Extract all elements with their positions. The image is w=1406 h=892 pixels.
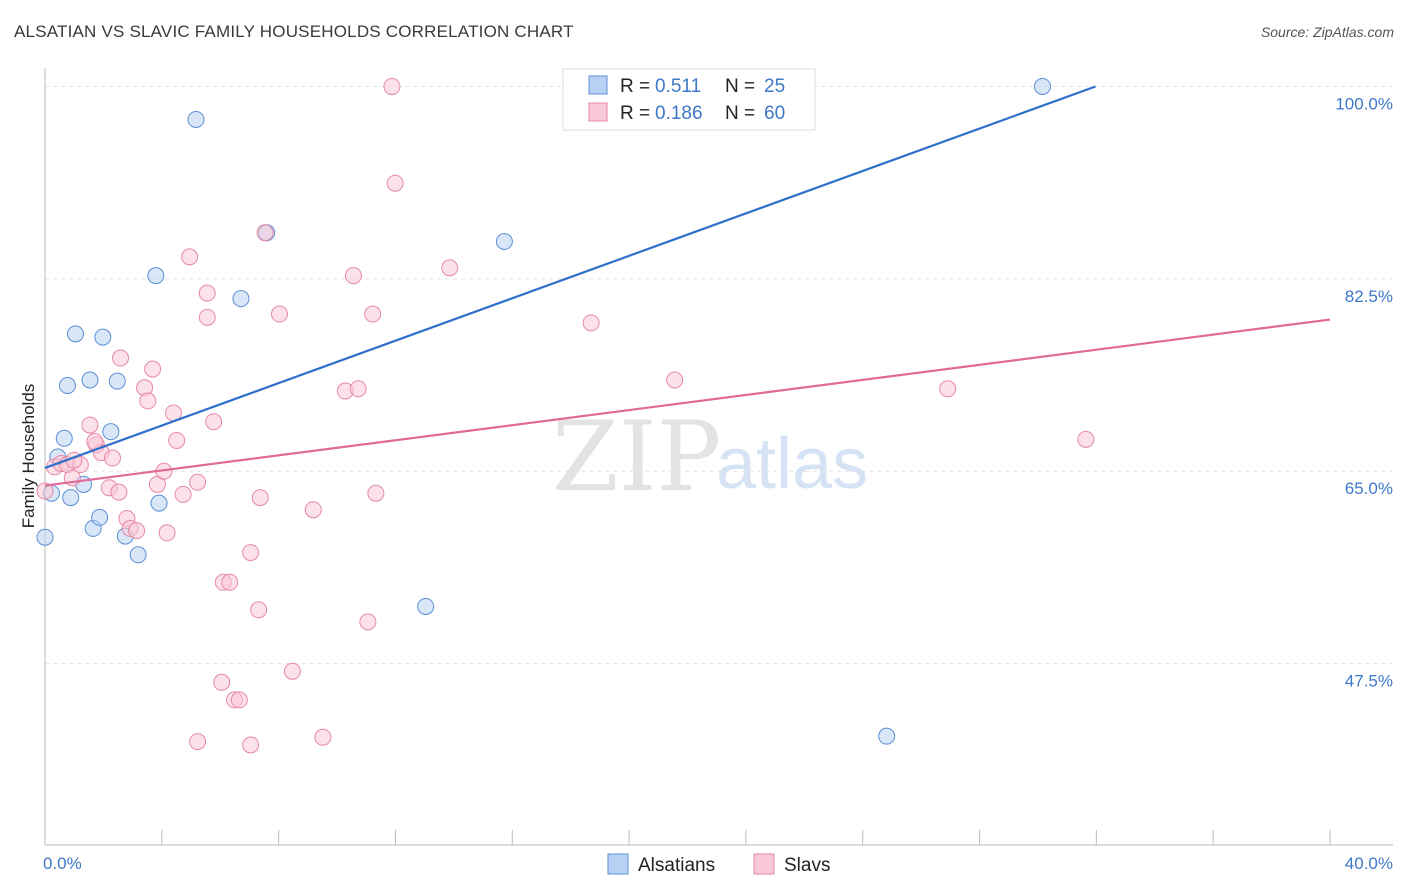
x-tick-label: 40.0% xyxy=(1345,854,1393,873)
point-alsatians xyxy=(108,372,126,390)
point-alsatians xyxy=(36,528,54,546)
point-slavs xyxy=(128,522,146,540)
point-slavs xyxy=(242,736,260,754)
source-label: Source: ZipAtlas.com xyxy=(1260,24,1394,40)
point-slavs xyxy=(349,380,367,398)
point-slavs xyxy=(383,77,401,95)
point-alsatians xyxy=(150,494,168,512)
point-slavs xyxy=(359,613,377,631)
point-slavs xyxy=(158,524,176,542)
watermark-atlas: atlas xyxy=(716,424,868,504)
point-slavs xyxy=(198,284,216,302)
point-slavs xyxy=(111,349,129,367)
stats-legend: R = 0.511 N = 25 R = 0.186 N = 60 xyxy=(562,68,816,131)
point-alsatians xyxy=(67,325,85,343)
point-slavs xyxy=(250,601,268,619)
stats-r-value-1: 0.511 xyxy=(655,76,701,97)
y-tick-labels: 100.0% 82.5% 65.0% 47.5% xyxy=(1335,94,1393,690)
trend-line-slavs xyxy=(44,318,1331,487)
point-alsatians xyxy=(58,376,76,394)
y-axis-title: Family Households xyxy=(19,384,38,529)
stats-r-label-2: R = xyxy=(620,103,650,124)
legend-label-alsatians: Alsatians xyxy=(638,855,715,876)
series-legend: Alsatians Slavs xyxy=(607,853,830,876)
stats-swatch-slavs xyxy=(588,102,608,122)
point-alsatians xyxy=(417,597,435,615)
point-alsatians xyxy=(55,429,73,447)
point-slavs xyxy=(666,371,684,389)
point-slavs xyxy=(441,259,459,277)
point-alsatians xyxy=(1033,77,1051,95)
stats-n-label-1: N = xyxy=(725,76,755,97)
point-slavs xyxy=(213,673,231,691)
y-tick-label: 100.0% xyxy=(1335,94,1393,113)
stats-swatch-alsatians xyxy=(588,75,608,95)
trend-lines xyxy=(44,85,1331,487)
point-slavs xyxy=(271,305,289,323)
stats-r-label-1: R = xyxy=(620,76,650,97)
stats-n-label-2: N = xyxy=(725,103,755,124)
point-slavs xyxy=(582,314,600,332)
gridlines xyxy=(45,85,1393,665)
watermark: ZIP atlas xyxy=(552,401,868,513)
point-alsatians xyxy=(495,232,513,250)
point-slavs xyxy=(168,431,186,449)
point-alsatians xyxy=(878,727,896,745)
point-slavs xyxy=(1077,430,1095,448)
point-slavs xyxy=(939,380,957,398)
legend-label-slavs: Slavs xyxy=(784,855,830,876)
point-slavs xyxy=(189,473,207,491)
point-slavs xyxy=(304,501,322,519)
point-alsatians xyxy=(81,371,99,389)
y-tick-label: 65.0% xyxy=(1345,479,1393,498)
point-slavs xyxy=(283,662,301,680)
point-alsatians xyxy=(147,267,165,285)
legend-swatch-slavs xyxy=(753,853,775,875)
point-slavs xyxy=(251,489,269,507)
point-slavs xyxy=(189,733,207,751)
point-slavs xyxy=(110,483,128,501)
x-tick-labels: 0.0% 40.0% xyxy=(43,854,1393,873)
point-slavs xyxy=(103,449,121,467)
point-slavs xyxy=(221,573,239,591)
point-slavs xyxy=(81,416,99,434)
y-tick-label: 82.5% xyxy=(1345,287,1393,306)
x-tick-label: 0.0% xyxy=(43,854,82,873)
point-slavs xyxy=(205,413,223,431)
point-alsatians xyxy=(129,546,147,564)
point-slavs xyxy=(230,691,248,709)
point-alsatians xyxy=(94,328,112,346)
point-alsatians xyxy=(187,110,205,128)
stats-r-value-2: 0.186 xyxy=(655,103,703,124)
trend-line-alsatians xyxy=(44,85,1096,469)
point-slavs xyxy=(344,267,362,285)
legend-swatch-alsatians xyxy=(607,853,629,875)
chart-title: ALSATIAN VS SLAVIC FAMILY HOUSEHOLDS COR… xyxy=(14,22,574,41)
point-slavs xyxy=(386,174,404,192)
point-slavs xyxy=(367,484,385,502)
point-slavs xyxy=(144,360,162,378)
axes xyxy=(44,68,1393,846)
point-alsatians xyxy=(91,508,109,526)
stats-n-value-1: 25 xyxy=(764,76,785,97)
stats-n-value-2: 60 xyxy=(764,103,785,124)
point-slavs xyxy=(36,482,54,500)
watermark-zip: ZIP xyxy=(552,401,721,513)
point-slavs xyxy=(364,305,382,323)
y-tick-label: 47.5% xyxy=(1345,672,1393,691)
point-slavs xyxy=(181,248,199,266)
point-slavs xyxy=(139,392,157,410)
axis-ticks xyxy=(44,830,1331,845)
point-alsatians xyxy=(102,423,120,441)
point-slavs xyxy=(198,308,216,326)
point-slavs xyxy=(174,485,192,503)
point-alsatians xyxy=(232,290,250,308)
point-slavs xyxy=(242,544,260,562)
point-slavs xyxy=(256,224,274,242)
point-alsatians xyxy=(62,489,80,507)
point-slavs xyxy=(314,728,332,746)
